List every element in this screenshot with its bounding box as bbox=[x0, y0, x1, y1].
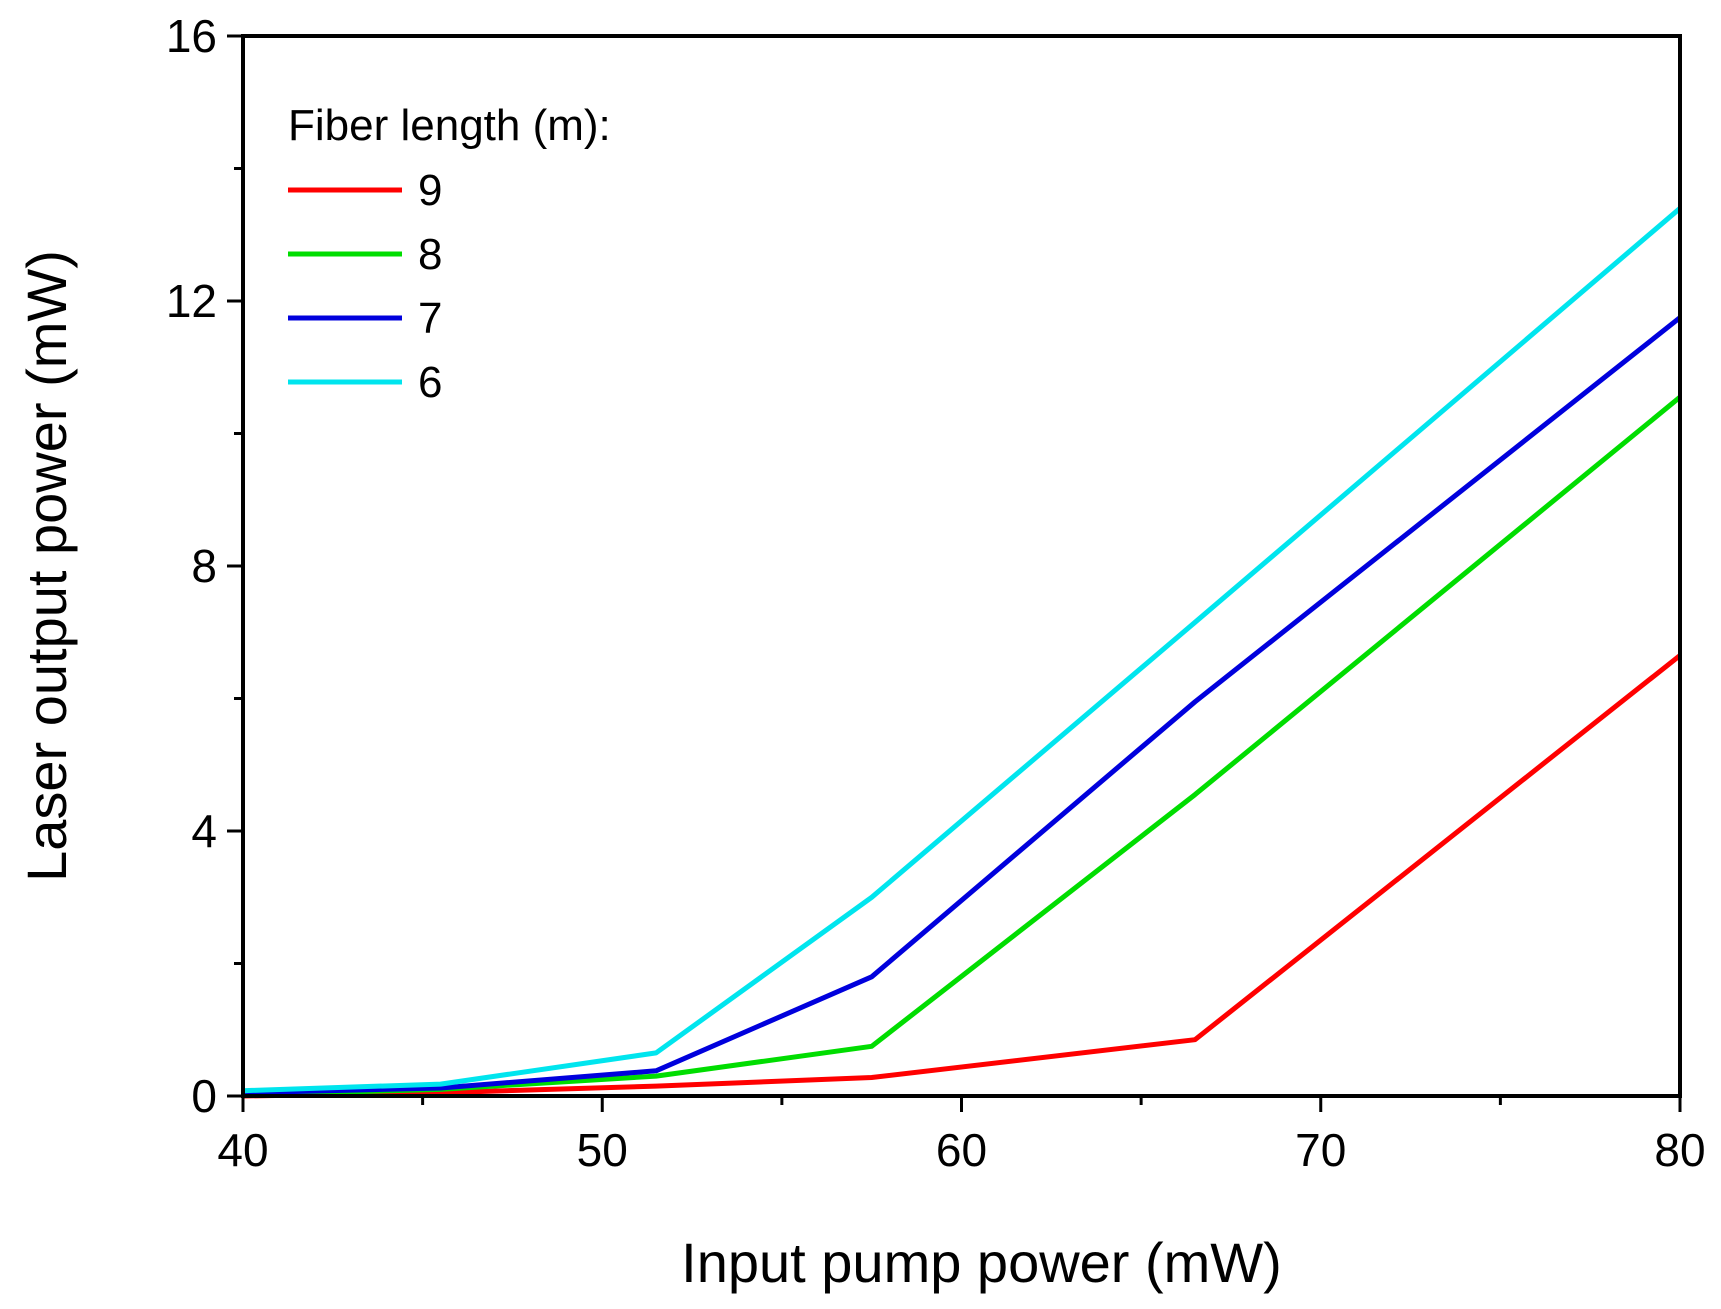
x-tick-label: 40 bbox=[217, 1124, 268, 1176]
series-line-6 bbox=[242, 206, 1682, 1094]
y-axis-ticks: 0 4 8 12 16 bbox=[166, 10, 243, 1122]
plot-frame bbox=[241, 34, 1682, 1098]
y-tick-label: 8 bbox=[191, 540, 217, 592]
series-line-7 bbox=[242, 315, 1682, 1096]
x-tick-label: 80 bbox=[1654, 1124, 1705, 1176]
x-tick-label: 60 bbox=[936, 1124, 987, 1176]
series-line-9 bbox=[242, 653, 1682, 1099]
legend: Fiber length (m): 9 8 7 6 bbox=[288, 101, 611, 407]
legend-title: Fiber length (m): bbox=[288, 101, 611, 150]
y-tick-label: 4 bbox=[191, 805, 217, 857]
legend-label-8: 8 bbox=[418, 230, 442, 279]
y-axis-title: Laser output power (mW) bbox=[15, 250, 78, 882]
legend-label-9: 9 bbox=[418, 166, 442, 215]
legend-label-6: 6 bbox=[418, 358, 442, 407]
y-tick-label: 16 bbox=[166, 10, 217, 62]
x-tick-label: 70 bbox=[1295, 1124, 1346, 1176]
x-axis-ticks: 40 50 60 70 80 bbox=[217, 1096, 1706, 1176]
x-axis-title: Input pump power (mW) bbox=[681, 1231, 1282, 1294]
legend-label-7: 7 bbox=[418, 294, 442, 343]
x-tick-label: 50 bbox=[577, 1124, 628, 1176]
y-tick-label: 12 bbox=[166, 275, 217, 327]
series-line-8 bbox=[242, 395, 1682, 1098]
y-tick-label: 0 bbox=[191, 1070, 217, 1122]
plot-lines bbox=[242, 206, 1682, 1099]
